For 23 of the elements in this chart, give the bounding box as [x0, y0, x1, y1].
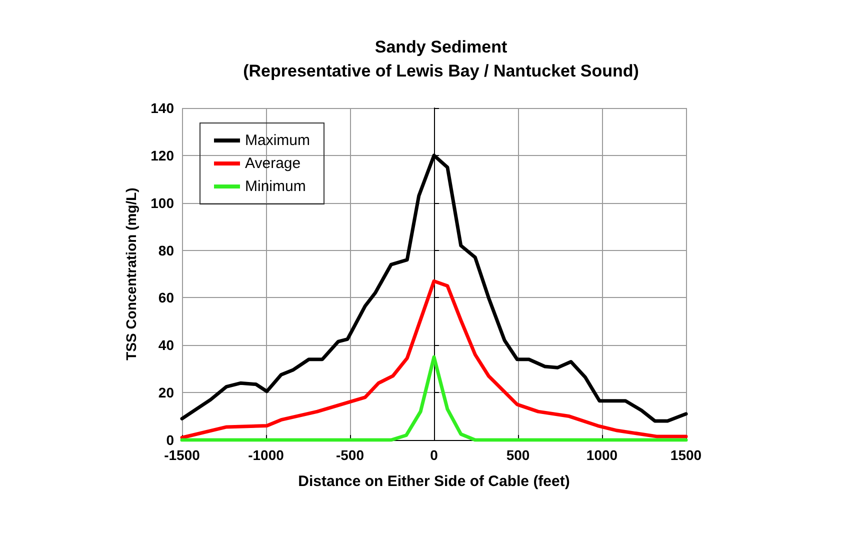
y-axis-title: TSS Concentration (mg/L) [123, 188, 139, 360]
x-tick-label: 1500 [670, 447, 702, 463]
x-tick-label: 1000 [586, 447, 618, 463]
legend-label: Average [245, 155, 301, 172]
legend-label: Minimum [245, 178, 306, 195]
x-tick-label: -1000 [248, 447, 284, 463]
legend-label: Maximum [245, 132, 310, 149]
y-tick-label: 20 [158, 384, 174, 401]
line-series [180, 355, 688, 442]
y-tick-label: 0 [166, 432, 174, 448]
y-tick-label: 100 [150, 194, 174, 211]
x-tick-label: -1500 [164, 447, 200, 463]
line-series [180, 279, 688, 440]
x-tick-label: 0 [430, 447, 438, 463]
y-tick-label: 40 [158, 337, 174, 354]
x-tick-label: 500 [506, 447, 530, 463]
x-tick-label: -500 [336, 447, 364, 463]
y-tick-label: 60 [158, 290, 174, 306]
y-tick-label: 140 [150, 100, 174, 116]
chart-title: Sandy Sediment (Representative of Lewis Bay / Nantucket Sound) [243, 38, 639, 80]
y-tick-label: 120 [150, 147, 174, 164]
y-tick-label: 80 [158, 242, 174, 258]
x-axis-title: Distance on Either Side of Cable (feet) [298, 473, 570, 490]
